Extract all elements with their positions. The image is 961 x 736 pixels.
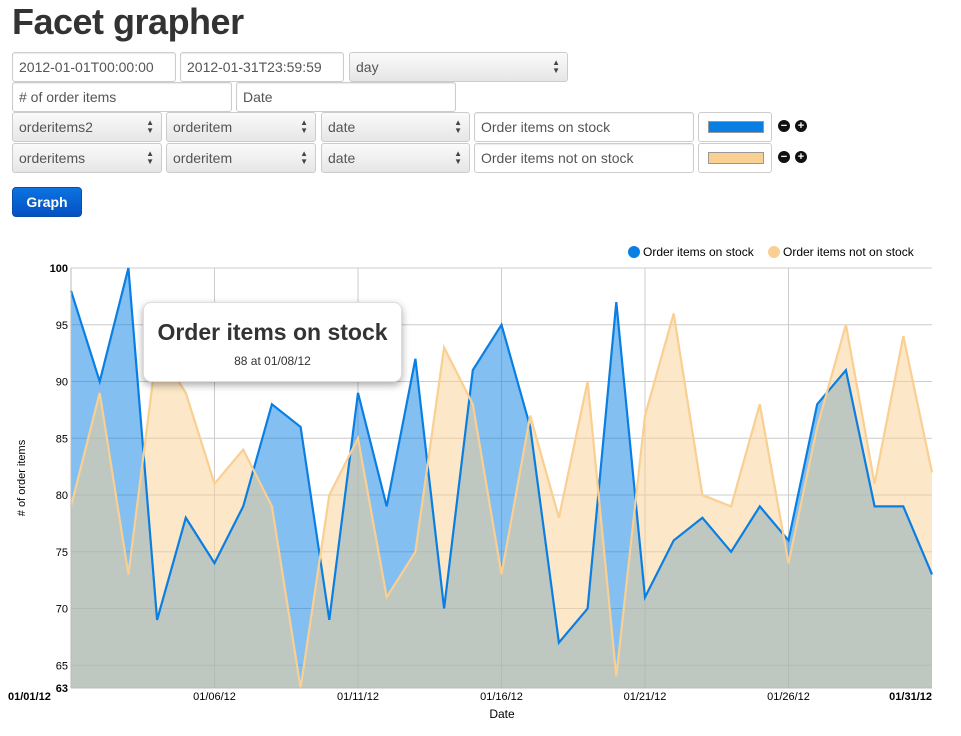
interval-select-value: day	[356, 59, 379, 75]
y-tick-label: 70	[56, 604, 68, 616]
series-2-color-picker[interactable]	[698, 143, 772, 173]
graph-button[interactable]: Graph	[12, 187, 82, 217]
select-arrows-icon: ▲ ▼	[454, 118, 462, 135]
minus-circle-icon[interactable]: −	[778, 120, 790, 132]
x-tick-label: 01/01/12	[8, 691, 51, 703]
x-axis-label-input[interactable]	[236, 82, 456, 112]
x-tick-label: 01/06/12	[193, 691, 236, 703]
series-1-field-select[interactable]: date ▲ ▼	[321, 112, 470, 142]
series-2-type-value: orderitem	[173, 150, 233, 166]
page-title: Facet grapher	[12, 1, 244, 42]
series-1-index-value: orderitems2	[19, 119, 93, 135]
y-tick-label: 80	[56, 490, 68, 502]
y-tick-label: 100	[50, 263, 68, 275]
series-2-field-value: date	[328, 150, 356, 166]
series-1-type-select[interactable]: orderitem ▲ ▼	[166, 112, 316, 142]
series-1-index-select[interactable]: orderitems2 ▲ ▼	[12, 112, 162, 142]
select-arrows-icon: ▲ ▼	[146, 118, 154, 135]
series-1-color-swatch	[708, 121, 764, 133]
minus-circle-icon[interactable]: −	[778, 151, 790, 163]
chart-tooltip: Order items on stock 88 at 01/08/12	[143, 302, 402, 382]
series-2-index-select[interactable]: orderitems ▲ ▼	[12, 143, 162, 173]
y-tick-label: 65	[56, 660, 68, 672]
y-tick-label: 85	[56, 433, 68, 445]
interval-select[interactable]: day ▲ ▼	[349, 52, 568, 82]
plus-circle-icon[interactable]: +	[795, 151, 807, 163]
series-2-type-select[interactable]: orderitem ▲ ▼	[166, 143, 316, 173]
y-tick-label: 63	[56, 683, 68, 695]
start-date-input[interactable]	[12, 52, 176, 82]
select-arrows-icon: ▲ ▼	[146, 149, 154, 166]
series-1-type-value: orderitem	[173, 119, 233, 135]
x-tick-label: 01/31/12	[889, 691, 932, 703]
y-tick-label: 75	[56, 547, 68, 559]
x-tick-label: 01/11/12	[337, 691, 379, 703]
y-tick-label: 95	[56, 320, 68, 332]
x-tick-label: 01/26/12	[767, 691, 810, 703]
x-axis-label: Date	[489, 707, 515, 721]
y-axis-label: # of order items	[16, 439, 28, 516]
series-1-color-picker[interactable]	[698, 112, 772, 142]
series-2-color-swatch	[708, 152, 764, 164]
y-tick-label: 90	[56, 377, 68, 389]
x-tick-label: 01/21/12	[624, 691, 667, 703]
plus-circle-icon[interactable]: +	[795, 120, 807, 132]
series-2-field-select[interactable]: date ▲ ▼	[321, 143, 470, 173]
select-arrows-icon: ▲ ▼	[552, 58, 560, 75]
series-2-label-input[interactable]	[474, 143, 694, 173]
tooltip-text: 88 at 01/08/12	[234, 354, 311, 368]
legend-marker	[768, 246, 780, 258]
select-arrows-icon: ▲ ▼	[300, 149, 308, 166]
y-axis-label-input[interactable]	[12, 82, 232, 112]
x-tick-label: 01/16/12	[480, 691, 523, 703]
select-arrows-icon: ▲ ▼	[454, 149, 462, 166]
series-1-field-value: date	[328, 119, 356, 135]
end-date-input[interactable]	[180, 52, 344, 82]
legend-marker	[628, 246, 640, 258]
tooltip-title: Order items on stock	[157, 319, 388, 345]
select-arrows-icon: ▲ ▼	[300, 118, 308, 135]
legend-label: Order items not on stock	[783, 245, 915, 259]
series-2-index-value: orderitems	[19, 150, 86, 166]
legend-label: Order items on stock	[643, 245, 755, 259]
series-1-label-input[interactable]	[474, 112, 694, 142]
